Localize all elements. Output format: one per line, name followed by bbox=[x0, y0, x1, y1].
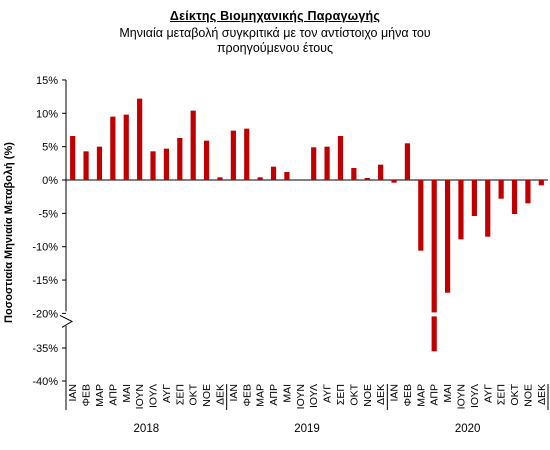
x-tick-label: ΑΥΓ bbox=[161, 384, 173, 403]
chart-subtitle-line-1: Μηνιαία μεταβολή συγκριτικά με τον αντίσ… bbox=[119, 26, 431, 40]
bar-ΝΟΕ-2020 bbox=[525, 180, 531, 204]
x-tick-label: ΑΠΡ bbox=[429, 384, 441, 406]
x-tick-label: ΜΑΙ bbox=[442, 384, 454, 403]
bar-ΔΕΚ-2020 bbox=[538, 180, 544, 186]
x-tick-label: ΝΟΕ bbox=[201, 384, 213, 407]
y-tick-label: -20% bbox=[32, 308, 58, 320]
bar-ΦΕΒ-2018 bbox=[83, 151, 89, 180]
y-tick-label: 10% bbox=[36, 108, 58, 120]
bar-ΙΑΝ-2019 bbox=[230, 130, 236, 180]
bar-ΟΚΤ-2018 bbox=[190, 110, 196, 180]
x-tick-label: ΜΑΡ bbox=[415, 384, 427, 407]
x-tick-label: ΣΕΠ bbox=[496, 384, 508, 405]
bar-ΣΕΠ-2019 bbox=[337, 135, 344, 180]
x-tick-label: ΙΟΥΛ bbox=[148, 384, 160, 408]
x-tick-label: ΜΑΙ bbox=[281, 384, 293, 403]
bar-ΙΟΥΛ-2020 bbox=[471, 180, 477, 217]
bar-ΜΑΡ-2018 bbox=[96, 146, 103, 180]
x-tick-label: ΔΕΚ bbox=[375, 384, 387, 405]
bar-ΔΕΚ-2019 bbox=[378, 164, 384, 180]
bar-ΑΥΓ-2020 bbox=[485, 180, 491, 237]
bar-ΙΑΝ-2018 bbox=[70, 135, 76, 180]
bar-ΔΕΚ-2018 bbox=[217, 177, 223, 180]
year-label: 2018 bbox=[134, 423, 160, 435]
y-tick-label: 5% bbox=[42, 142, 58, 154]
x-tick-label: ΑΥΓ bbox=[482, 384, 494, 403]
x-tick-label: ΟΚΤ bbox=[509, 383, 521, 405]
bar-ΟΚΤ-2019 bbox=[351, 167, 357, 180]
x-tick-label: ΝΟΕ bbox=[522, 384, 534, 407]
bar-ΟΚΤ-2020 bbox=[511, 180, 518, 215]
x-tick-label: ΔΕΚ bbox=[214, 384, 226, 405]
bar-ΜΑΙ-2020 bbox=[444, 180, 451, 293]
x-tick-label: ΑΠΡ bbox=[107, 384, 119, 406]
x-tick-label: ΟΚΤ bbox=[348, 383, 360, 405]
x-tick-label: ΙΟΥΝ bbox=[295, 384, 307, 409]
x-tick-label: ΙΟΥΛ bbox=[469, 384, 481, 408]
bar-ΙΟΥΝ-2018 bbox=[137, 98, 143, 180]
x-tick-label: ΙΑΝ bbox=[228, 384, 240, 402]
bar-ΝΟΕ-2019 bbox=[364, 178, 370, 180]
bar-ΙΟΥΝ-2020 bbox=[458, 180, 464, 240]
bar-ΝΟΕ-2018 bbox=[203, 140, 210, 180]
bar-ΣΕΠ-2018 bbox=[177, 137, 183, 180]
bar-ΙΑΝ-2020 bbox=[391, 180, 397, 183]
x-tick-label: ΙΑΝ bbox=[389, 384, 401, 402]
bar-ΜΑΡ-2020 bbox=[418, 180, 424, 251]
bar-ΦΕΒ-2020 bbox=[404, 143, 411, 180]
x-tick-label: ΜΑΡ bbox=[94, 384, 106, 407]
bar-ΜΑΙ-2018 bbox=[123, 114, 129, 180]
y-axis-break-mark bbox=[59, 314, 74, 328]
x-tick-label: ΑΠΡ bbox=[268, 384, 280, 406]
chart-subtitle-line-2: προηγούμενου έτους bbox=[216, 41, 334, 55]
bar-ΙΟΥΛ-2018 bbox=[150, 151, 156, 180]
x-tick-label: ΦΕΒ bbox=[81, 384, 93, 406]
x-tick-label: ΦΕΒ bbox=[241, 384, 253, 406]
y-tick-label: -10% bbox=[32, 242, 58, 254]
x-tick-label: ΜΑΙ bbox=[121, 384, 133, 403]
bar-ΜΑΙ-2019 bbox=[284, 172, 290, 180]
chart-subtitle: Μηνιαία μεταβολή συγκριτικά με τον αντίσ… bbox=[0, 26, 550, 56]
x-tick-label: ΝΟΕ bbox=[362, 384, 374, 407]
year-label: 2020 bbox=[455, 423, 481, 435]
x-tick-label: ΑΥΓ bbox=[322, 384, 334, 403]
bar-ΑΥΓ-2019 bbox=[324, 146, 330, 180]
x-tick-label: ΣΕΠ bbox=[335, 384, 347, 405]
x-tick-label: ΙΟΥΛ bbox=[308, 384, 320, 408]
y-tick-label: -15% bbox=[32, 275, 58, 287]
bar-ΜΑΡ-2019 bbox=[257, 177, 263, 180]
y-tick-label: -35% bbox=[32, 343, 58, 355]
y-tick-label: 0% bbox=[42, 175, 58, 187]
bar-ΑΥΓ-2018 bbox=[163, 148, 170, 180]
x-tick-label: ΔΕΚ bbox=[536, 384, 548, 405]
bar-ΣΕΠ-2020 bbox=[498, 180, 504, 199]
x-tick-label: ΙΟΥΝ bbox=[134, 384, 146, 409]
bar-ΦΕΒ-2019 bbox=[244, 128, 250, 180]
y-tick-label: 15% bbox=[36, 75, 58, 87]
bar-ΙΟΥΛ-2019 bbox=[311, 147, 317, 180]
chart-title: Δείκτης Βιομηχανικής Παραγωγής bbox=[169, 9, 381, 23]
y-tick-label: -5% bbox=[38, 208, 58, 220]
year-label: 2019 bbox=[294, 423, 320, 435]
bar-break-gap bbox=[430, 312, 438, 317]
x-tick-label: ΦΕΒ bbox=[402, 384, 414, 406]
x-tick-label: ΙΟΥΝ bbox=[455, 384, 467, 409]
bar-ΑΠΡ-2018 bbox=[110, 116, 116, 180]
y-tick-label: -40% bbox=[32, 376, 58, 388]
bar-ΑΠΡ-2020 bbox=[431, 180, 437, 352]
bar-ΑΠΡ-2019 bbox=[270, 166, 277, 180]
x-tick-label: ΟΚΤ bbox=[188, 383, 200, 405]
x-tick-label: ΜΑΡ bbox=[255, 384, 267, 407]
x-tick-label: ΙΑΝ bbox=[67, 384, 79, 402]
x-tick-label: ΣΕΠ bbox=[174, 384, 186, 405]
